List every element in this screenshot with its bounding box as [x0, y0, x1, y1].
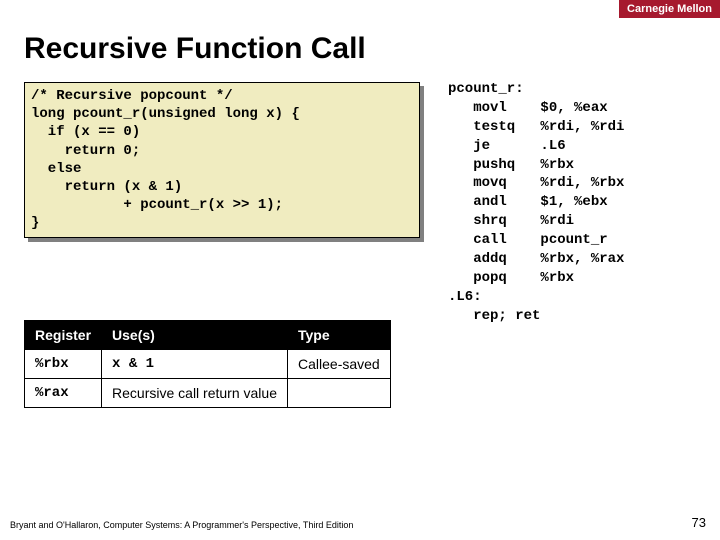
cell-use: Recursive call return value	[102, 379, 288, 408]
cell-use: x & 1	[102, 350, 288, 379]
table-row: %rbx x & 1 Callee-saved	[25, 350, 391, 379]
table-row: %rax Recursive call return value	[25, 379, 391, 408]
slide-title: Recursive Function Call	[24, 32, 366, 66]
cell-type	[288, 379, 391, 408]
c-code-block: /* Recursive popcount */ long pcount_r(u…	[24, 82, 420, 238]
cell-type: Callee-saved	[288, 350, 391, 379]
cell-reg: %rbx	[25, 350, 102, 379]
cell-reg: %rax	[25, 379, 102, 408]
table-header-row: Register Use(s) Type	[25, 321, 391, 350]
asm-code-block: pcount_r: movl $0, %eax testq %rdi, %rdi…	[448, 80, 624, 326]
register-table: Register Use(s) Type %rbx x & 1 Callee-s…	[24, 320, 391, 408]
footer-citation: Bryant and O'Hallaron, Computer Systems:…	[10, 520, 353, 530]
col-register: Register	[25, 321, 102, 350]
col-type: Type	[288, 321, 391, 350]
col-uses: Use(s)	[102, 321, 288, 350]
slide-number: 73	[692, 515, 706, 530]
brand-bar: Carnegie Mellon	[619, 0, 720, 18]
